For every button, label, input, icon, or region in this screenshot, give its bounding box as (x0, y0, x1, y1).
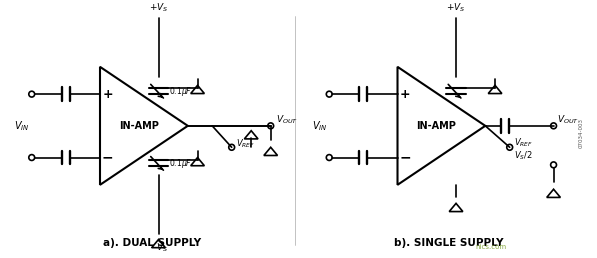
Text: IN-AMP: IN-AMP (417, 121, 457, 131)
Text: $V_{OUT}$: $V_{OUT}$ (558, 114, 580, 126)
Text: nics.com: nics.com (476, 244, 507, 250)
Text: b). SINGLE SUPPLY: b). SINGLE SUPPLY (395, 238, 504, 248)
Text: +: + (103, 88, 113, 101)
Text: $V_{REF}$: $V_{REF}$ (236, 137, 254, 150)
Text: $+V_S$: $+V_S$ (149, 2, 168, 14)
Text: $V_{OUT}$: $V_{OUT}$ (276, 114, 298, 126)
Text: a). DUAL SUPPLY: a). DUAL SUPPLY (103, 238, 201, 248)
Text: IN-AMP: IN-AMP (119, 121, 159, 131)
Text: −: − (102, 150, 113, 165)
Text: $+V_S$: $+V_S$ (447, 2, 466, 14)
Text: $V_{IN}$: $V_{IN}$ (312, 119, 327, 133)
Text: −: − (399, 150, 411, 165)
Text: +: + (400, 88, 411, 101)
Text: $0.1\mu F$: $0.1\mu F$ (170, 85, 193, 98)
Text: $V_{REF}$: $V_{REF}$ (513, 136, 533, 149)
Text: $V_S/2$: $V_S/2$ (513, 150, 533, 162)
Text: $-V_S$: $-V_S$ (149, 241, 168, 254)
Text: 07034-003: 07034-003 (579, 118, 584, 148)
Text: $0.1\mu F$: $0.1\mu F$ (170, 157, 193, 170)
Text: $V_{IN}$: $V_{IN}$ (14, 119, 30, 133)
